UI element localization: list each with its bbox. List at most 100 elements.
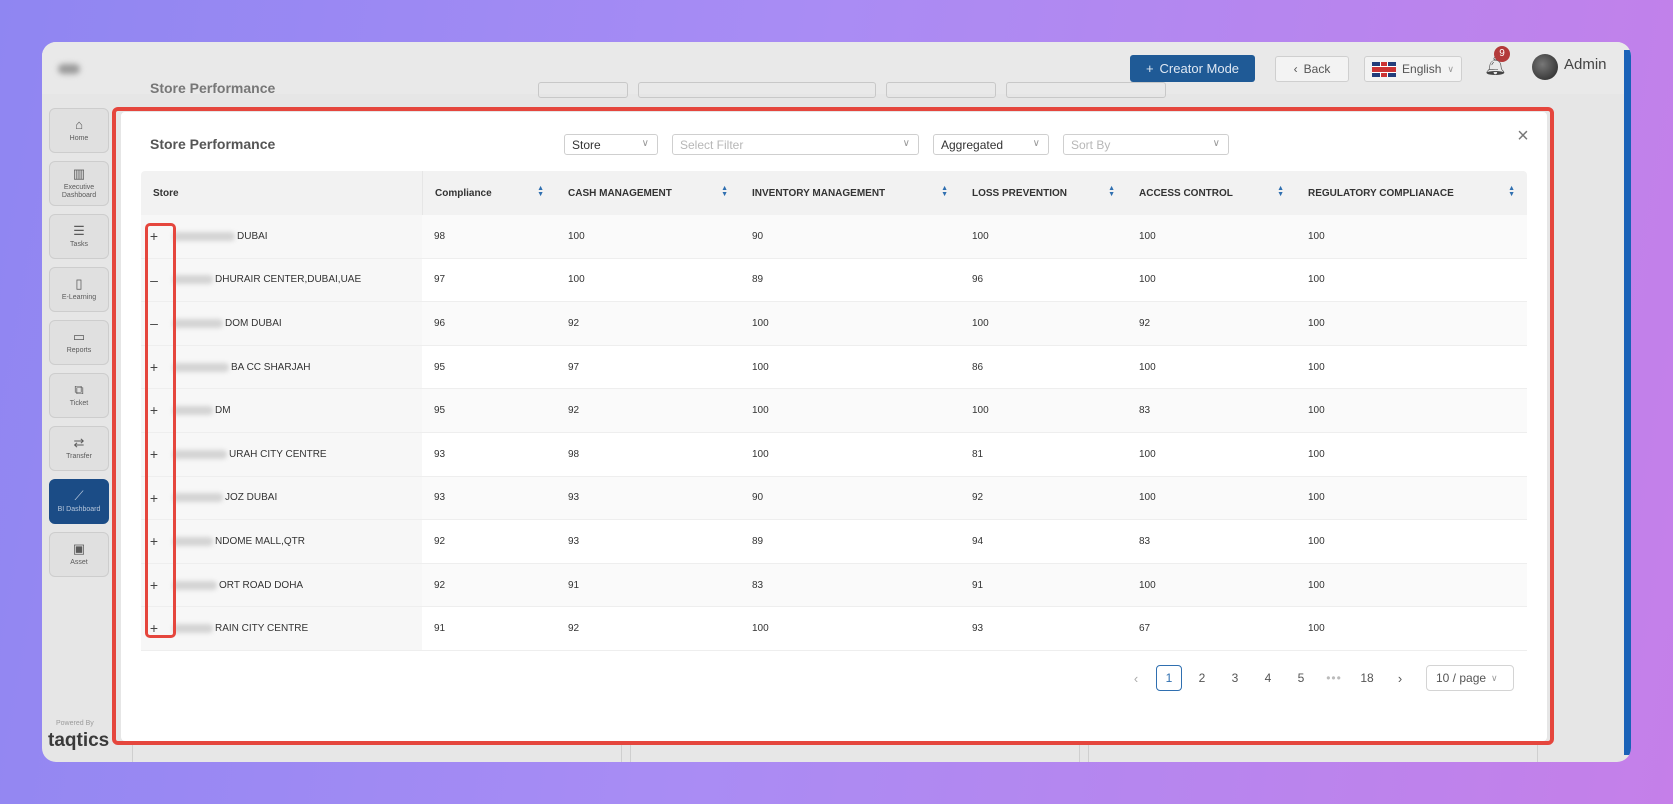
- back-label: Back: [1303, 62, 1331, 76]
- creator-mode-label: Creator Mode: [1159, 61, 1240, 76]
- sort-by-select[interactable]: Sort By ∨: [1063, 134, 1229, 155]
- expand-row-icon[interactable]: +: [149, 358, 159, 375]
- sort-icon[interactable]: ▲ ▼: [941, 185, 948, 198]
- expand-row-icon[interactable]: +: [149, 445, 159, 462]
- aggregation-select[interactable]: Aggregated ∨: [933, 134, 1049, 155]
- sidebar-item-ticket[interactable]: ⧉ Ticket: [49, 373, 109, 418]
- sidebar-item-executive-dashboard[interactable]: ▥ Executive Dashboard: [49, 161, 109, 206]
- sort-icon[interactable]: ▲ ▼: [1277, 185, 1284, 198]
- store-name: DHURAIR CENTER,DUBAI,UAE: [215, 274, 362, 286]
- next-page-button[interactable]: ›: [1397, 670, 1403, 686]
- store-cell: + ORT ROAD DOHA: [141, 563, 422, 607]
- score-cell: 100: [568, 230, 585, 242]
- column-header-compliance[interactable]: Compliance ▲ ▼: [422, 171, 556, 215]
- bar-chart-icon: ▥: [72, 166, 86, 181]
- score-cell: 92: [434, 535, 446, 547]
- score-cell: 83: [1139, 405, 1151, 417]
- avatar[interactable]: [1532, 54, 1558, 80]
- page-size-select[interactable]: 10 / page ∨: [1426, 665, 1514, 691]
- expand-row-icon[interactable]: –: [150, 315, 158, 332]
- score-cell: 100: [1308, 579, 1325, 591]
- page-3-button[interactable]: 3: [1231, 671, 1239, 685]
- prev-page-button[interactable]: ‹: [1133, 670, 1139, 686]
- table-row[interactable]: – DOM DUBAI 96 92 100 100 92 100: [141, 302, 1527, 346]
- sidebar-item-transfer[interactable]: ⇄ Transfer: [49, 426, 109, 471]
- notification-badge: 9: [1494, 46, 1510, 62]
- ellipsis-button[interactable]: •••: [1326, 671, 1342, 685]
- page-1-button[interactable]: 1: [1156, 665, 1182, 691]
- score-cell: 100: [1139, 230, 1156, 242]
- sort-icon[interactable]: ▲ ▼: [537, 185, 544, 198]
- table-row[interactable]: + JOZ DUBAI 93 93 90 92 100 100: [141, 476, 1527, 521]
- column-header-access-control[interactable]: ACCESS CONTROL ▲ ▼: [1127, 171, 1296, 215]
- group-by-select[interactable]: Store ∨: [564, 134, 658, 155]
- expand-column-highlight: [145, 223, 176, 638]
- table-row[interactable]: – DHURAIR CENTER,DUBAI,UAE 97 100 89 96 100 100: [141, 258, 1527, 303]
- expand-row-icon[interactable]: –: [150, 271, 158, 288]
- expand-row-icon[interactable]: +: [149, 402, 159, 419]
- score-cell: 92: [568, 317, 580, 329]
- language-select[interactable]: English ∨: [1364, 56, 1462, 82]
- redacted-text: [173, 362, 229, 372]
- sidebar-item-label: Reports: [66, 347, 92, 354]
- sidebar-item-reports[interactable]: ▭ Reports: [49, 320, 109, 365]
- expand-row-icon[interactable]: +: [149, 576, 159, 593]
- table-row[interactable]: + URAH CITY CENTRE 93 98 100 81 100 100: [141, 432, 1527, 477]
- column-header-inventory-management[interactable]: INVENTORY MANAGEMENT ▲ ▼: [740, 171, 960, 215]
- column-header-regulatory-compliance[interactable]: REGULATORY COMPLIANACE ▲ ▼: [1296, 171, 1527, 215]
- score-cell: 100: [1308, 405, 1325, 417]
- sidebar-item-e-learning[interactable]: ▯ E-Learning: [49, 267, 109, 312]
- score-cell: 90: [752, 230, 764, 242]
- home-icon: ⌂: [75, 117, 83, 132]
- sort-icon[interactable]: ▲ ▼: [1108, 185, 1115, 198]
- column-header-loss-prevention[interactable]: LOSS PREVENTION ▲ ▼: [960, 171, 1127, 215]
- close-icon[interactable]: ×: [1517, 125, 1529, 147]
- redacted-text: [173, 449, 227, 459]
- sidebar-item-tasks[interactable]: ☰ Tasks: [49, 214, 109, 259]
- background-widget-title: Store Performance: [150, 80, 276, 96]
- trend-chart-icon: ⟋: [74, 488, 84, 503]
- sort-icon[interactable]: ▲ ▼: [721, 185, 728, 198]
- store-name: DOM DUBAI: [225, 317, 282, 329]
- score-cell: 100: [1308, 448, 1325, 460]
- column-header-cash-management[interactable]: CASH MANAGEMENT ▲ ▼: [556, 171, 740, 215]
- filter-select[interactable]: Select Filter ∨: [672, 134, 919, 155]
- expand-row-icon[interactable]: +: [149, 228, 159, 244]
- page-5-button[interactable]: 5: [1297, 671, 1305, 685]
- scrollbar[interactable]: [1624, 50, 1631, 755]
- creator-mode-button[interactable]: + Creator Mode: [1130, 55, 1255, 82]
- table-row[interactable]: + DUBAI 98 100 90 100 100 100: [141, 215, 1527, 259]
- table-row[interactable]: + BA CC SHARJAH 95 97 100 86 100 100: [141, 345, 1527, 390]
- table-row[interactable]: + RAIN CITY CENTRE 91 92 100 93 67 100: [141, 607, 1527, 651]
- page-2-button[interactable]: 2: [1198, 671, 1206, 685]
- chevron-down-icon: ∨: [1491, 672, 1498, 683]
- group-by-value: Store: [572, 137, 601, 152]
- user-name[interactable]: Admin: [1564, 56, 1607, 73]
- store-name: ORT ROAD DOHA: [219, 579, 304, 591]
- expand-row-icon[interactable]: +: [149, 533, 159, 550]
- table-row[interactable]: + DM 95 92 100 100 83 100: [141, 389, 1527, 433]
- store-cell: + DM: [141, 389, 422, 432]
- expand-row-icon[interactable]: +: [149, 620, 159, 637]
- score-cell: 96: [972, 274, 984, 286]
- back-button[interactable]: ‹ Back: [1275, 56, 1349, 82]
- page-4-button[interactable]: 4: [1264, 671, 1272, 685]
- score-cell: 100: [1308, 361, 1325, 373]
- table-row[interactable]: + ORT ROAD DOHA 92 91 83 91 100 100: [141, 563, 1527, 608]
- store-performance-table: Store Compliance ▲ ▼ CASH MANAGEMENT ▲ ▼ I…: [141, 171, 1527, 651]
- sidebar-item-home[interactable]: ⌂ Home: [49, 108, 109, 153]
- column-header-label: Store: [153, 187, 179, 199]
- sidebar-item-bi-dashboard[interactable]: ⟋ BI Dashboard: [49, 479, 109, 524]
- sidebar-item-label: Home: [69, 135, 89, 142]
- sort-icon[interactable]: ▲ ▼: [1508, 185, 1515, 198]
- store-name: RAIN CITY CENTRE: [215, 623, 309, 635]
- score-cell: 100: [1308, 492, 1325, 504]
- table-row[interactable]: + NDOME MALL,QTR 92 93 89 94 83 100: [141, 520, 1527, 564]
- column-header-store[interactable]: Store: [141, 171, 422, 215]
- expand-row-icon[interactable]: +: [149, 489, 159, 506]
- column-header-label: REGULATORY COMPLIANACE: [1308, 187, 1454, 199]
- score-cell: 91: [568, 579, 580, 591]
- score-cell: 95: [434, 405, 446, 417]
- page-last-button[interactable]: 18: [1360, 671, 1374, 685]
- sidebar-item-asset[interactable]: ▣ Asset: [49, 532, 109, 577]
